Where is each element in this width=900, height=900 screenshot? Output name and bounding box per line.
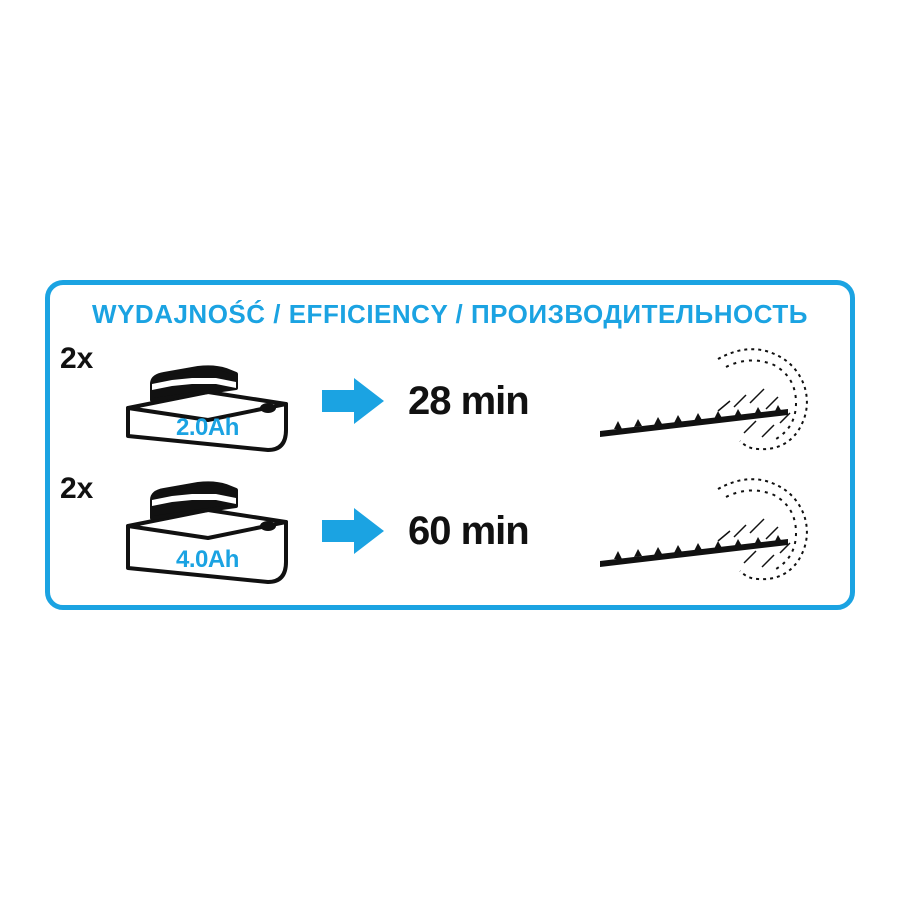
hedge-trimmer-icon xyxy=(598,471,828,591)
efficiency-row: 2x 2.0Ah 28 min xyxy=(60,336,840,466)
arrow-icon xyxy=(318,376,388,426)
quantity-label: 2x xyxy=(60,342,108,376)
efficiency-panel: WYDAJNOŚĆ / EFFICIENCY / ПРОИЗВОДИТЕЛЬНО… xyxy=(45,280,855,610)
capacity-label: 2.0Ah xyxy=(176,414,239,442)
efficiency-row: 2x 4.0Ah 60 min xyxy=(60,466,840,596)
battery-icon: 2.0Ah xyxy=(118,346,298,456)
runtime-label: 60 min xyxy=(408,509,588,554)
panel-title: WYDAJNOŚĆ / EFFICIENCY / ПРОИЗВОДИТЕЛЬНО… xyxy=(60,299,840,330)
hedge-trimmer-icon xyxy=(598,341,828,461)
capacity-label: 4.0Ah xyxy=(176,546,239,574)
arrow-icon xyxy=(318,506,388,556)
quantity-label: 2x xyxy=(60,472,108,506)
runtime-label: 28 min xyxy=(408,379,588,424)
battery-icon: 4.0Ah xyxy=(118,476,298,586)
